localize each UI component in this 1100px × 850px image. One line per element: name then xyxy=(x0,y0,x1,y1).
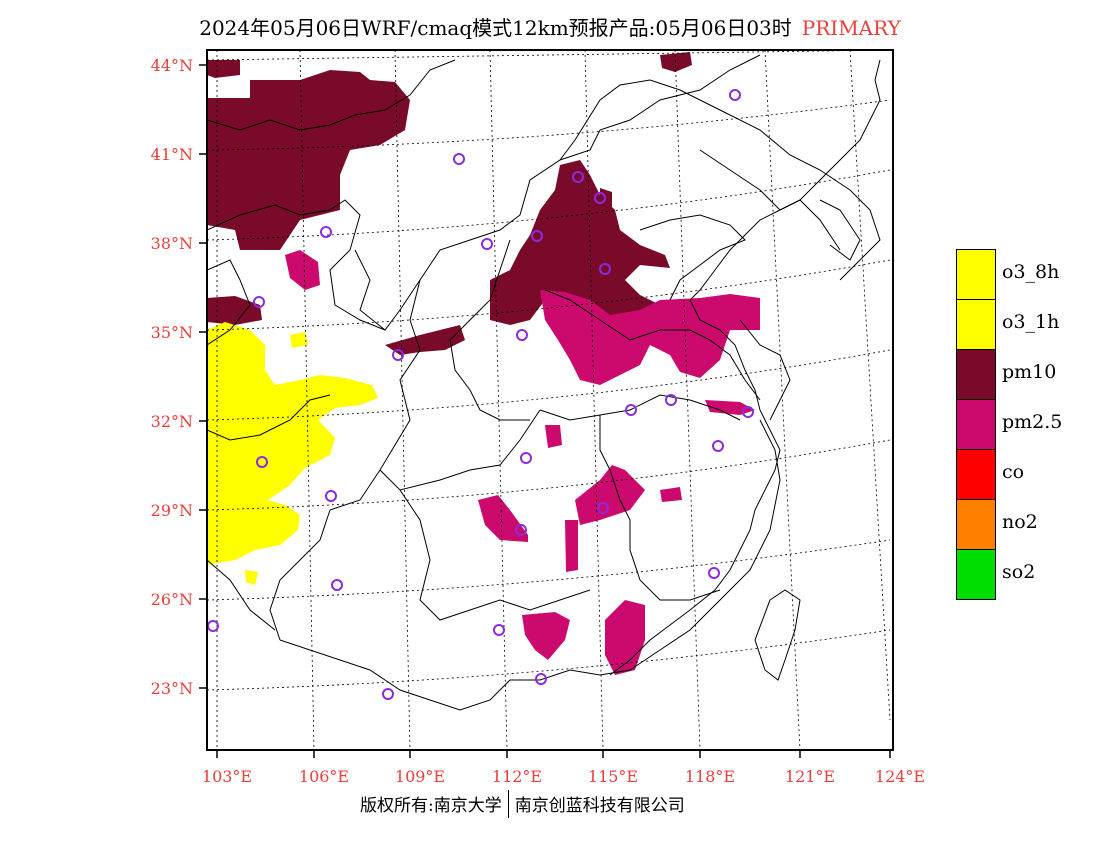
lon-label: 103°E xyxy=(202,767,252,786)
pm10-regions xyxy=(207,52,692,355)
legend-label: o3_1h xyxy=(1002,311,1060,333)
lat-label: 29°N xyxy=(151,501,193,520)
o3-regions xyxy=(207,322,378,585)
primary-tag: PRIMARY xyxy=(801,16,901,40)
legend-item-pm25: pm2.5 xyxy=(956,399,1096,449)
province-boundaries xyxy=(207,54,881,711)
lon-label: 124°E xyxy=(875,767,925,786)
legend-label: co xyxy=(1002,461,1025,483)
legend-item-o3-8h: o3_8h xyxy=(956,249,1096,299)
lat-labels: 44°N 41°N 38°N 35°N 32°N 29°N 26°N 23°N xyxy=(151,56,193,698)
legend-label: o3_8h xyxy=(1002,261,1060,283)
map-frame xyxy=(206,49,894,751)
lat-label: 44°N xyxy=(151,56,193,75)
pm25-regions xyxy=(285,250,760,675)
legend-item-o3-1h: o3_1h xyxy=(956,299,1096,349)
lat-label: 26°N xyxy=(151,590,193,609)
axis-ticks xyxy=(199,64,891,758)
lon-labels: 103°E 106°E 109°E 112°E 115°E 118°E 121°… xyxy=(202,767,925,786)
lat-label: 41°N xyxy=(151,145,193,164)
lat-label: 32°N xyxy=(151,412,193,431)
legend-label: pm10 xyxy=(1002,361,1057,383)
legend-item-co: co xyxy=(956,449,1096,499)
lon-label: 109°E xyxy=(395,767,445,786)
legend-label: so2 xyxy=(1002,561,1036,583)
copyright-divider xyxy=(507,790,509,818)
copyright-right: 南京创蓝科技有限公司 xyxy=(514,796,685,816)
coastline xyxy=(609,59,881,681)
legend-item-so2: so2 xyxy=(956,549,1096,600)
legend-swatch xyxy=(956,549,996,600)
legend-label: no2 xyxy=(1002,511,1038,533)
copyright: 版权所有:南京大学 南京创蓝科技有限公司 xyxy=(360,790,685,818)
lon-label: 115°E xyxy=(588,767,638,786)
monitoring-stations xyxy=(207,89,754,700)
map-content xyxy=(207,50,891,750)
lat-label: 35°N xyxy=(151,323,193,342)
title-text: 2024年05月06日WRF/cmaq模式12km预报产品:05月06日03时 xyxy=(199,16,792,40)
legend-item-no2: no2 xyxy=(956,499,1096,549)
pollutant-legend: o3_8h o3_1h pm10 pm2.5 co no2 so2 xyxy=(956,249,1096,600)
legend-swatch xyxy=(956,449,996,499)
legend-swatch xyxy=(956,399,996,449)
legend-swatch xyxy=(956,349,996,399)
legend-label: pm2.5 xyxy=(1002,411,1063,433)
lat-label: 38°N xyxy=(151,234,193,253)
lat-label: 23°N xyxy=(151,679,193,698)
lon-label: 118°E xyxy=(685,767,735,786)
copyright-left: 版权所有:南京大学 xyxy=(360,796,502,816)
lon-label: 112°E xyxy=(492,767,542,786)
graticule xyxy=(207,50,891,750)
map-title: 2024年05月06日WRF/cmaq模式12km预报产品:05月06日03时 P… xyxy=(0,12,1100,41)
legend-swatch xyxy=(956,499,996,549)
lon-label: 121°E xyxy=(785,767,835,786)
legend-swatch xyxy=(956,299,996,349)
legend-swatch xyxy=(956,249,996,299)
lon-label: 106°E xyxy=(299,767,349,786)
legend-item-pm10: pm10 xyxy=(956,349,1096,399)
